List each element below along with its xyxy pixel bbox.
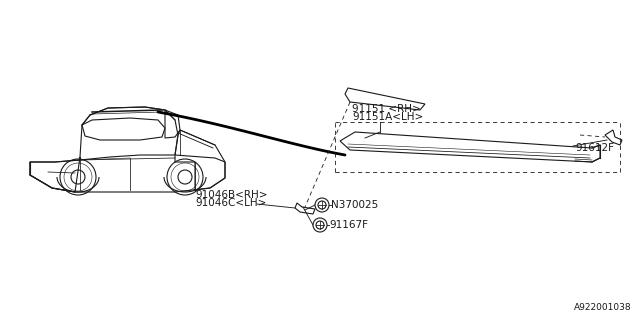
- Text: 91151A<LH>: 91151A<LH>: [352, 112, 423, 122]
- Text: 91046C<LH>: 91046C<LH>: [195, 198, 266, 208]
- Text: 91167F: 91167F: [329, 220, 368, 230]
- Text: 91046B<RH>: 91046B<RH>: [195, 190, 268, 200]
- Text: N370025: N370025: [331, 200, 378, 210]
- Text: 91612F: 91612F: [575, 143, 614, 153]
- Text: 91151 <RH>: 91151 <RH>: [352, 104, 420, 114]
- Text: A922001038: A922001038: [574, 303, 632, 312]
